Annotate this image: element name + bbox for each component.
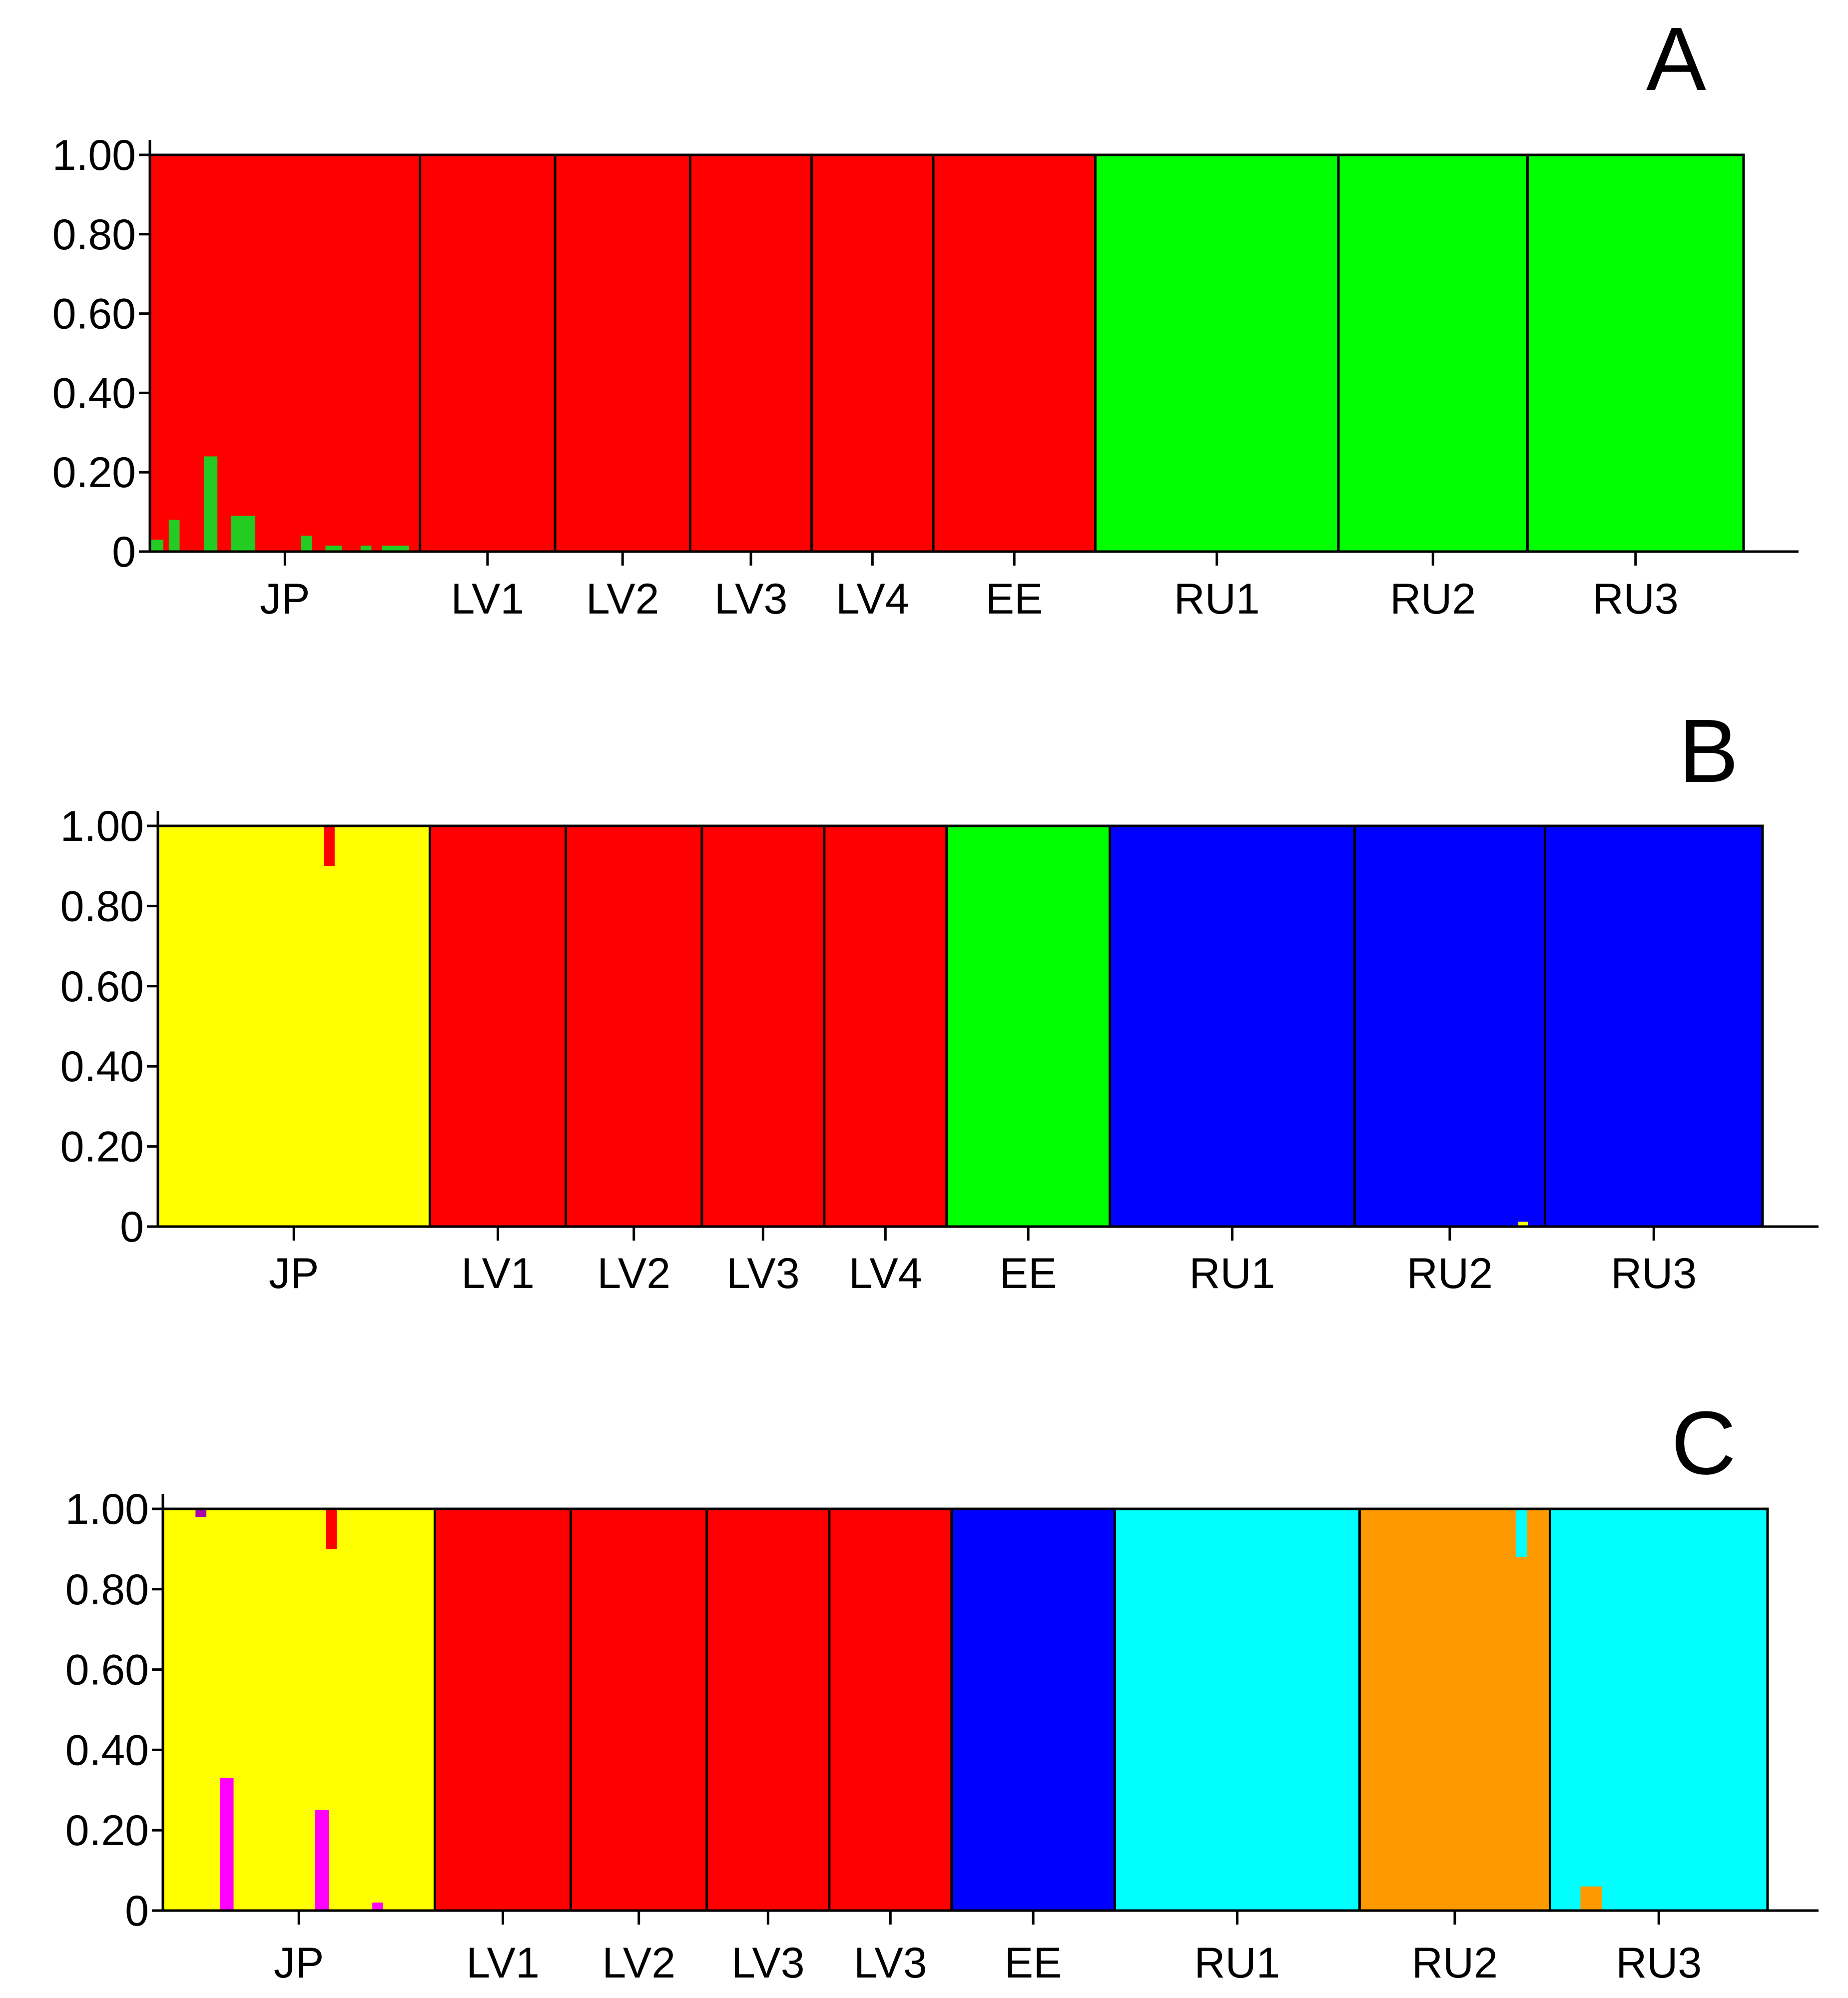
y-tick-label: 0.60 xyxy=(65,1646,149,1694)
bar-lv3-3 xyxy=(706,1509,829,1911)
population-label-jp: JP xyxy=(269,1250,319,1298)
bar-ee-5 xyxy=(951,1509,1115,1911)
admixture-segment-jp-3 xyxy=(231,516,255,552)
population-label-ru3: RU3 xyxy=(1593,575,1679,623)
bar-ru3-8 xyxy=(1545,826,1763,1227)
admixture-segment-jp-0 xyxy=(324,826,335,866)
bar-lv2-2 xyxy=(571,1509,707,1911)
population-label-ee: EE xyxy=(1005,1939,1062,1987)
bar-lv2-2 xyxy=(555,155,690,552)
bar-lv1-1 xyxy=(435,1509,571,1911)
y-tick-label: 1.00 xyxy=(60,802,144,850)
panel-label: B xyxy=(1679,701,1739,801)
bar-lv1-1 xyxy=(420,155,556,552)
bar-ru3-8 xyxy=(1527,155,1744,552)
population-label-ru1: RU1 xyxy=(1189,1250,1275,1298)
admixture-segment-jp-0 xyxy=(150,540,164,552)
population-label-lv4: LV4 xyxy=(836,575,909,623)
population-label-ru3: RU3 xyxy=(1616,1939,1702,1987)
population-label-jp: JP xyxy=(260,575,310,623)
population-label-lv3: LV3 xyxy=(726,1250,800,1298)
bar-ru2-7 xyxy=(1338,155,1528,552)
admixture-segment-jp-0 xyxy=(220,1778,234,1911)
bar-ru2-7 xyxy=(1359,1509,1550,1911)
y-tick-label: 0.80 xyxy=(60,882,144,930)
population-label-ru2: RU2 xyxy=(1390,575,1476,623)
y-tick-label: 0 xyxy=(120,1203,144,1251)
population-label-ru1: RU1 xyxy=(1194,1939,1280,1987)
bar-ru1-6 xyxy=(1095,155,1338,552)
admixture-segment-ru2-5 xyxy=(1515,1509,1527,1557)
population-label-jp: JP xyxy=(274,1939,324,1987)
panel-label: C xyxy=(1671,1393,1736,1493)
population-label-ee: EE xyxy=(986,575,1043,623)
admixture-segment-jp-4 xyxy=(195,1509,207,1517)
bar-jp-0 xyxy=(163,1509,435,1911)
population-label-lv3: LV3 xyxy=(714,575,788,623)
bar-lv3-4 xyxy=(829,1509,952,1911)
population-label-lv1: LV1 xyxy=(461,1250,535,1298)
population-label-ru1: RU1 xyxy=(1174,575,1260,623)
bar-lv1-1 xyxy=(430,826,566,1227)
population-label-lv2: LV2 xyxy=(602,1939,675,1987)
bar-ru1-6 xyxy=(1115,1509,1360,1911)
bar-ru2-7 xyxy=(1354,826,1545,1227)
y-tick-label: 0.40 xyxy=(52,369,136,417)
population-label-lv3: LV3 xyxy=(731,1939,805,1987)
admixture-segment-jp-2 xyxy=(204,456,218,552)
admixture-segment-jp-1 xyxy=(168,520,180,552)
y-tick-label: 0.20 xyxy=(65,1807,149,1855)
y-tick-label: 0.20 xyxy=(52,449,136,497)
admixture-segment-ru3-6 xyxy=(1580,1886,1603,1911)
population-label-lv1: LV1 xyxy=(451,575,525,623)
admixture-segment-jp-3 xyxy=(326,1509,337,1549)
admixture-segment-ru2-1 xyxy=(1518,1222,1528,1227)
panel-B: 0 0.20 0.40 0.60 0.80 1.00 JP LV1 LV2 LV3 LV4 EE RU1… xyxy=(60,701,1819,1298)
population-label-ru2: RU2 xyxy=(1407,1250,1493,1298)
y-tick-label: 0.40 xyxy=(65,1726,149,1774)
bar-ru1-6 xyxy=(1110,826,1355,1227)
admixture-segment-jp-1 xyxy=(315,1810,329,1911)
population-label-lv3: LV3 xyxy=(854,1939,927,1987)
population-label-lv2: LV2 xyxy=(586,575,659,623)
bar-lv3-3 xyxy=(690,155,812,552)
admixture-segment-jp-6 xyxy=(360,546,372,552)
y-tick-label: 0.20 xyxy=(60,1123,144,1171)
panel-A: 0 0.20 0.40 0.60 0.80 1.00 JP LV1 LV2 LV3 LV4 EE RU1… xyxy=(52,9,1799,623)
y-tick-label: 0.80 xyxy=(52,211,136,259)
bar-lv2-2 xyxy=(566,826,702,1227)
panel-C: 0 0.20 0.40 0.60 0.80 1.00 JP LV1 LV2 LV3 LV3 EE RU1… xyxy=(65,1393,1819,1987)
y-tick-label: 0.60 xyxy=(52,290,136,338)
y-tick-label: 0.60 xyxy=(60,963,144,1011)
admixture-segment-jp-7 xyxy=(382,546,410,552)
population-label-ru2: RU2 xyxy=(1412,1939,1498,1987)
bar-lv4-4 xyxy=(824,826,947,1227)
bar-lv4-4 xyxy=(811,155,933,552)
bar-jp-0 xyxy=(150,155,420,552)
panel-label: A xyxy=(1646,9,1706,109)
y-tick-label: 0 xyxy=(112,528,136,576)
population-label-ru3: RU3 xyxy=(1611,1250,1697,1298)
y-tick-label: 0 xyxy=(125,1887,149,1935)
bar-jp-0 xyxy=(158,826,430,1227)
population-label-ee: EE xyxy=(1000,1250,1057,1298)
bar-lv3-3 xyxy=(701,826,824,1227)
y-tick-label: 0.40 xyxy=(60,1043,144,1091)
y-tick-label: 0.80 xyxy=(65,1566,149,1614)
population-label-lv2: LV2 xyxy=(597,1250,670,1298)
admixture-segment-jp-4 xyxy=(301,536,312,552)
bar-ee-5 xyxy=(946,826,1110,1227)
bar-ee-5 xyxy=(933,155,1096,552)
admixture-segment-jp-2 xyxy=(372,1902,383,1911)
population-label-lv4: LV4 xyxy=(849,1250,922,1298)
y-tick-label: 1.00 xyxy=(65,1485,149,1533)
admixture-segment-jp-5 xyxy=(325,546,342,552)
y-tick-label: 1.00 xyxy=(52,131,136,179)
bar-ru3-8 xyxy=(1550,1509,1768,1911)
population-label-lv1: LV1 xyxy=(466,1939,540,1987)
